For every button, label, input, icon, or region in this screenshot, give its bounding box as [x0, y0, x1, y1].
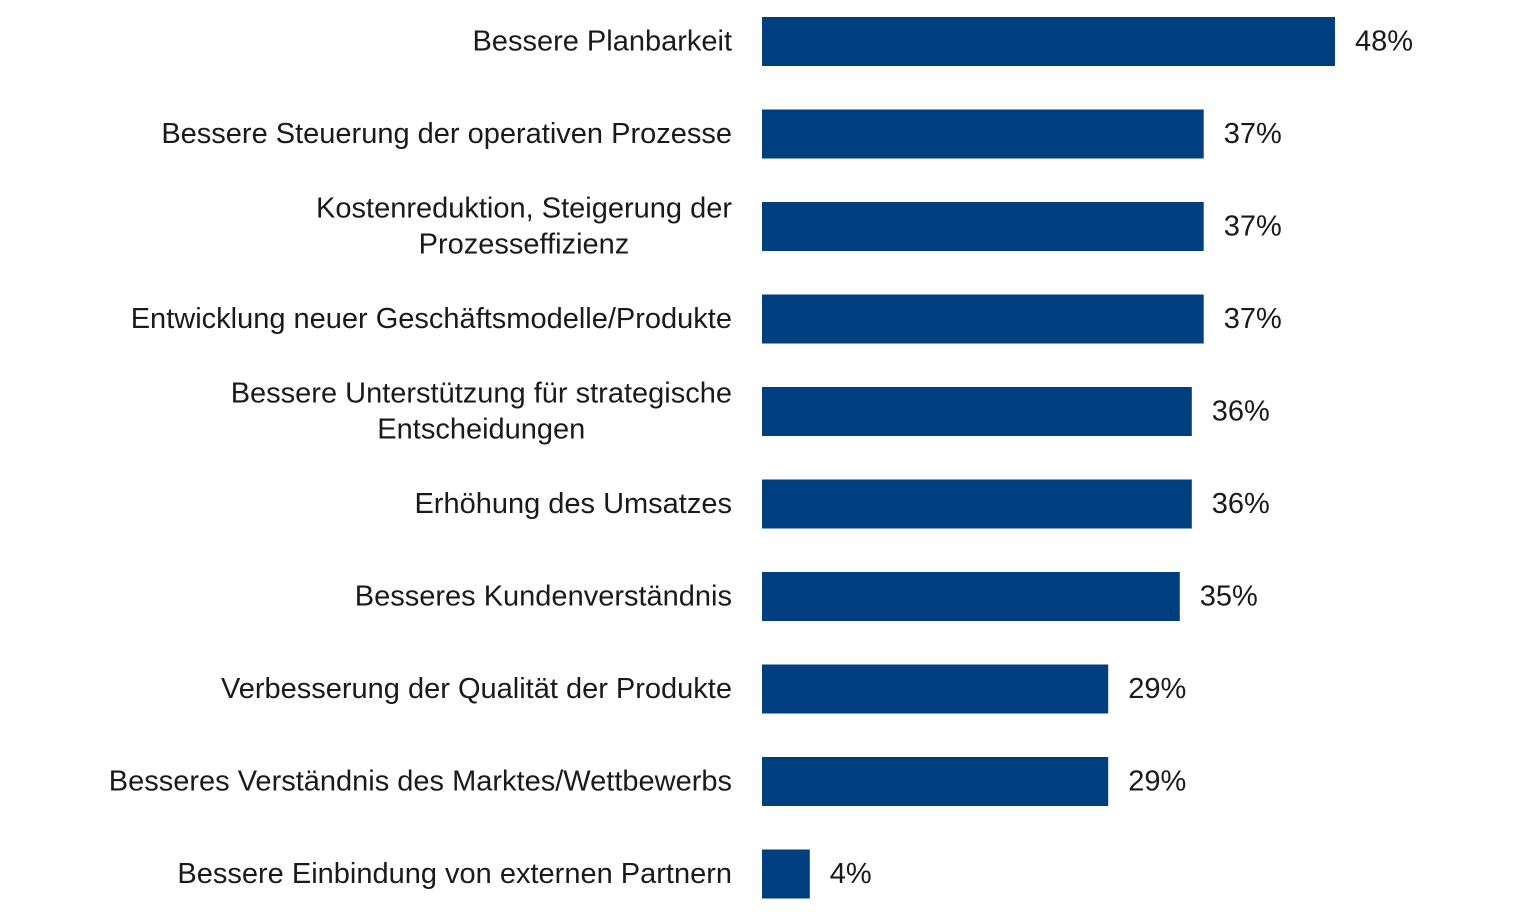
bar-7 [762, 572, 1180, 621]
value-label-2: 37% [1224, 118, 1282, 150]
category-label-8: Verbesserung der Qualität der Produkte [221, 673, 732, 705]
category-label-9: Besseres Verständnis des Marktes/Wettbew… [109, 766, 732, 798]
category-label-3: Kostenreduktion, Steigerung der Prozessef… [316, 193, 732, 261]
category-label-line: Besseres Verständnis des Marktes/Wettbew… [109, 766, 732, 798]
category-label-5: Bessere Unterstützung für strategische En… [231, 378, 732, 446]
bar-8 [762, 664, 1109, 714]
category-label-line: Besseres Kundenverständnis [355, 581, 732, 613]
category-label-line: Bessere Steuerung der operativen Prozess… [161, 118, 732, 150]
category-labels-group: Bessere Planbarkeit Bessere Steuerung der… [109, 26, 733, 891]
value-label-8: 29% [1128, 673, 1186, 705]
category-label-1: Bessere Planbarkeit [472, 26, 732, 58]
bar-10 [762, 849, 810, 899]
value-label-3: 37% [1224, 211, 1282, 243]
category-label-line: Prozesseffizienz [419, 229, 630, 261]
category-label-line: Verbesserung der Qualität der Produkte [221, 673, 732, 705]
bar-3 [762, 202, 1204, 251]
value-labels-group: 48% 37% 37% 37% 36% 36% 35% 29% 29% 4% [830, 26, 1413, 891]
category-label-line: Bessere Unterstützung für strategische [231, 378, 732, 410]
category-label-10: Bessere Einbindung von externen Partnern [177, 858, 732, 890]
category-label-line: Entscheidungen [377, 414, 585, 446]
bar-9 [762, 757, 1109, 806]
category-label-line: Kostenreduktion, Steigerung der [316, 193, 732, 225]
category-label-line: Bessere Planbarkeit [472, 26, 732, 58]
bar-1 [762, 17, 1335, 66]
bar-4 [762, 294, 1204, 344]
value-label-10: 4% [830, 858, 872, 890]
category-label-7: Besseres Kundenverständnis [355, 581, 732, 613]
category-label-2: Bessere Steuerung der operativen Prozess… [161, 118, 732, 150]
category-label-4: Entwicklung neuer Geschäftsmodelle/Produ… [131, 303, 732, 335]
value-label-9: 29% [1128, 766, 1186, 798]
value-label-6: 36% [1212, 488, 1270, 520]
value-label-7: 35% [1200, 581, 1258, 613]
value-label-1: 48% [1355, 26, 1413, 58]
bars-group [762, 17, 1335, 899]
bar-2 [762, 109, 1204, 159]
bar-5 [762, 387, 1192, 436]
value-label-5: 36% [1212, 396, 1270, 428]
value-label-4: 37% [1224, 303, 1282, 335]
category-label-6: Erhöhung des Umsatzes [414, 488, 732, 520]
category-label-line: Bessere Einbindung von externen Partnern [177, 858, 732, 890]
category-label-line: Erhöhung des Umsatzes [414, 488, 732, 520]
category-label-line: Entwicklung neuer Geschäftsmodelle/Produ… [131, 303, 732, 335]
bar-6 [762, 479, 1192, 529]
